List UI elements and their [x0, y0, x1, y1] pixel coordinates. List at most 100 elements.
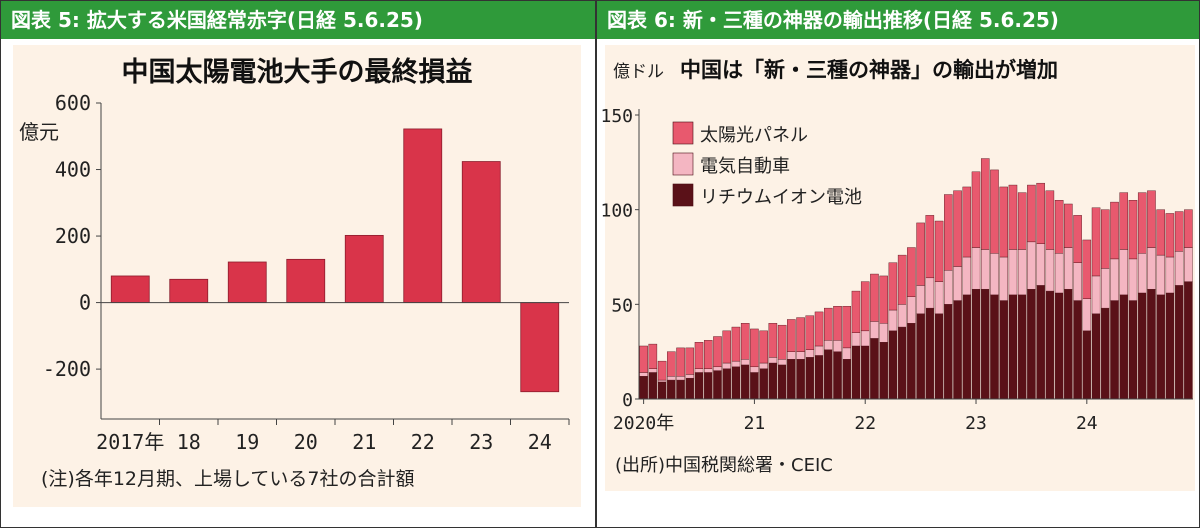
stacked-bar-segment	[1119, 192, 1129, 250]
stacked-bar-segment	[1064, 247, 1073, 290]
stacked-bar-segment	[842, 347, 852, 360]
y-tick-label: 600	[55, 91, 91, 115]
x-tick-label: 20	[294, 430, 318, 454]
stacked-bar-segment	[1165, 256, 1175, 294]
stacked-bar-segment	[1165, 213, 1175, 258]
stacked-bar-segment	[1073, 300, 1082, 400]
stacked-bar-segment	[1101, 209, 1110, 269]
stacked-bar-segment	[1174, 251, 1184, 286]
stacked-bar-segment	[888, 330, 898, 400]
y-tick-label: 50	[611, 295, 633, 316]
stacked-bar-segment	[667, 379, 676, 400]
stacked-bar-segment	[1054, 253, 1064, 294]
stacked-bar-segment	[713, 370, 722, 400]
stacked-bar-segment	[814, 355, 824, 400]
stacked-bar-segment	[879, 323, 888, 343]
x-tick-label: 19	[235, 430, 259, 454]
stacked-bar-segment	[999, 300, 1008, 400]
stacked-bar-segment	[971, 171, 981, 248]
stacked-bar-segment	[667, 351, 676, 377]
bar	[403, 128, 443, 303]
stacked-bar-segment	[907, 247, 916, 297]
stacked-bar-segment	[685, 374, 695, 379]
stacked-bar-segment	[676, 376, 685, 381]
stacked-bar-segment	[1008, 294, 1018, 400]
stacked-bar-segment	[722, 368, 731, 400]
stacked-bar-segment	[980, 249, 990, 290]
stacked-bar-segment	[1082, 298, 1092, 332]
stacked-bar-segment	[1064, 203, 1073, 248]
stacked-bar-segment	[944, 194, 953, 271]
legend-swatch	[672, 121, 694, 145]
x-tick-label: 2020年	[613, 413, 674, 434]
stacked-bar-segment	[962, 186, 972, 258]
stacked-bar-segment	[833, 306, 842, 341]
stacked-bar-segment	[842, 306, 852, 349]
stacked-bar-segment	[907, 296, 916, 324]
stacked-bar-segment	[953, 190, 962, 267]
y-tick-label: -200	[43, 357, 91, 381]
stacked-bar-segment	[1137, 292, 1147, 400]
bar	[286, 258, 326, 303]
stacked-bar-segment	[1008, 184, 1018, 250]
stacked-bar-segment	[888, 262, 898, 311]
stacked-bar-segment	[953, 266, 962, 301]
x-tick-label: 21	[352, 430, 376, 454]
stacked-bar-segment	[703, 340, 713, 369]
stacked-bar-segment	[740, 359, 750, 366]
chart-title: 中国は「新・三種の神器」の輸出が増加	[680, 58, 1058, 82]
left-panel-header: 図表 5: 拡大する米国経常赤字(日経 5.6.25)	[1, 1, 595, 39]
stacked-bar-segment	[796, 317, 805, 352]
stacked-bar-segment	[934, 313, 944, 400]
y-tick-label: 150	[600, 106, 633, 127]
stacked-bar-segment	[925, 307, 935, 400]
x-tick-label: 22	[854, 413, 876, 434]
y-tick-label: 0	[79, 291, 91, 315]
stacked-bar-segment	[990, 294, 999, 400]
stacked-bar-segment	[814, 345, 824, 356]
stacked-bar-segment	[1101, 307, 1110, 400]
stacked-bar-segment	[777, 324, 787, 360]
stacked-bar-segment	[907, 323, 916, 400]
stacked-bar-segment	[851, 332, 861, 347]
stacked-bar-segment	[999, 256, 1008, 301]
bar	[344, 234, 384, 303]
y-tick-label: 100	[600, 201, 633, 222]
stacked-bar-segment	[639, 376, 648, 400]
stacked-bar-segment	[1174, 285, 1184, 400]
stacked-bar-segment	[860, 345, 870, 400]
stacked-bar-segment	[657, 379, 667, 383]
stacked-bar-segment	[787, 351, 796, 360]
stacked-bar-segment	[768, 323, 778, 358]
stacked-bar-segment	[962, 294, 972, 400]
stacked-bar-segment	[768, 362, 778, 400]
stacked-bar-segment	[1128, 199, 1138, 260]
stacked-bar-segment	[1017, 294, 1027, 400]
stacked-bar-segment	[667, 376, 676, 381]
stacked-bar-segment	[1128, 258, 1138, 301]
stacked-bar-segment	[860, 281, 870, 332]
stacked-bar-segment	[1027, 288, 1036, 400]
stacked-bar-segment	[1082, 239, 1092, 299]
stacked-bar-segment	[1017, 192, 1027, 250]
stacked-bar-segment	[777, 359, 787, 366]
stacked-bar-segment	[1054, 292, 1064, 400]
x-tick-label: 23	[965, 413, 987, 434]
stacked-bar-segment	[639, 345, 648, 373]
stacked-bar-segment	[851, 290, 861, 333]
stacked-bar-segment	[1128, 300, 1138, 400]
stacked-bar-segment	[805, 315, 815, 350]
stacked-bar-segment	[703, 372, 713, 400]
x-tick-label: 2017年	[96, 430, 164, 454]
stacked-bar-segment	[934, 220, 944, 282]
left-panel: 図表 5: 拡大する米国経常赤字(日経 5.6.25) 中国太陽電池大手の最終損…	[0, 0, 596, 528]
stacked-bar-segment	[694, 368, 704, 373]
stacked-bar-segment	[842, 359, 852, 400]
y-tick-label: 400	[55, 158, 91, 182]
stacked-bar-segment	[740, 323, 750, 360]
stacked-bar-segment	[1137, 192, 1147, 254]
bar	[227, 261, 267, 303]
stacked-bar-segment	[971, 247, 981, 290]
stacked-bar-segment	[1110, 258, 1119, 301]
